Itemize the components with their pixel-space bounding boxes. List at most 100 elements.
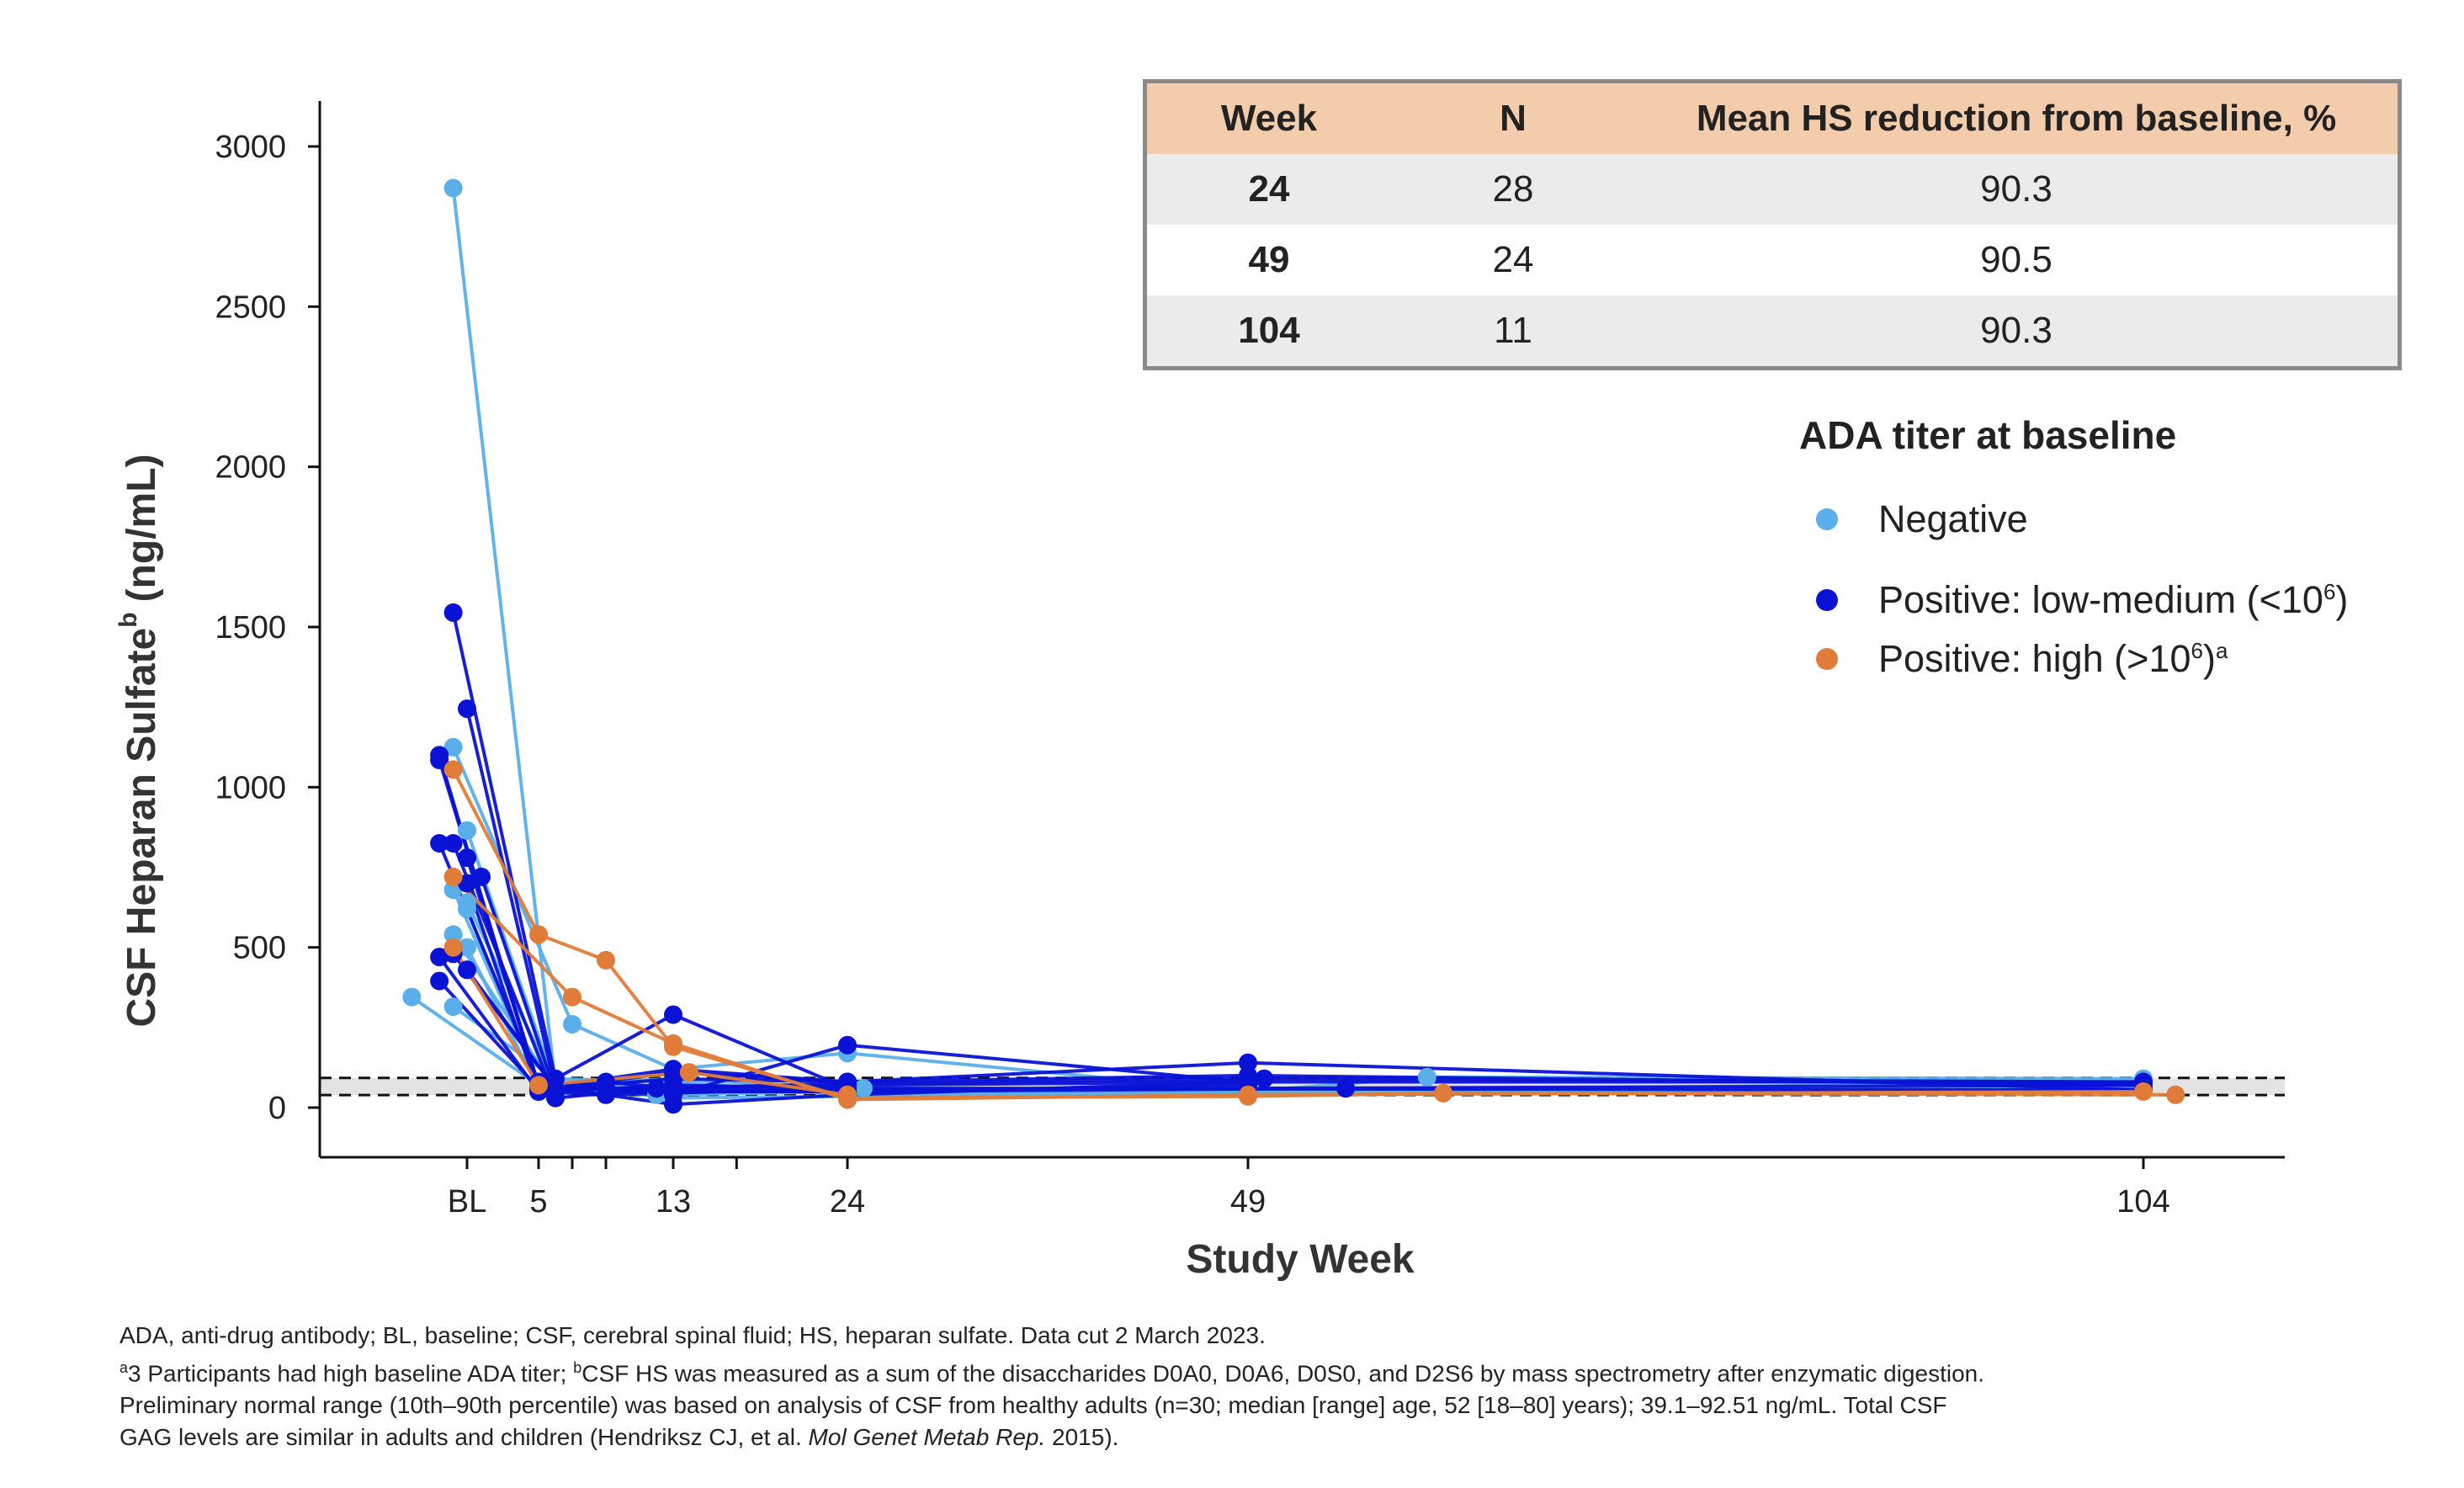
footnote-sup-b: b: [573, 1359, 582, 1376]
data-point: [1239, 1085, 1257, 1104]
data-point: [458, 699, 476, 719]
data-point: [563, 1015, 581, 1034]
participant-line: [465, 901, 2144, 1100]
data-point: [443, 737, 463, 757]
data-point: [458, 938, 476, 957]
data-point: [443, 178, 463, 198]
footnote-line-2b: CSF HS was measured as a sum of the disa…: [581, 1360, 1984, 1387]
y-tick-label: 2000: [215, 450, 286, 486]
y-tick-label: 500: [233, 931, 286, 966]
participant-line: [438, 754, 2144, 1091]
data-point: [838, 1035, 857, 1055]
legend-label-negative: Negative: [1878, 497, 2028, 540]
legend-label-high-sup2: a: [2215, 638, 2228, 663]
legend-item-low-medium: Positive: low-medium (<106): [1799, 545, 2348, 655]
data-point: [546, 1079, 565, 1098]
hs-reduction-table: Week N Mean HS reduction from baseline, …: [1143, 79, 2402, 370]
participant-line: [465, 830, 2144, 1095]
data-point: [430, 971, 449, 991]
data-point: [458, 821, 476, 840]
data-point: [443, 997, 463, 1017]
data-point: [430, 948, 449, 967]
footnote-line-2: a3 Participants had high baseline ADA ti…: [119, 1352, 2392, 1390]
footnotes: ADA, anti-drug antibody; BL, baseline; C…: [119, 1320, 2392, 1453]
data-point: [664, 1082, 682, 1101]
footnote-line-4b: 2015).: [1045, 1424, 1119, 1451]
data-point: [443, 867, 463, 886]
data-point: [838, 1085, 857, 1104]
data-point: [854, 1079, 873, 1098]
x-tick-label: BL: [448, 1184, 486, 1220]
table-cell-n: 28: [1492, 168, 1534, 210]
data-point: [402, 987, 422, 1007]
data-point: [443, 938, 463, 957]
footnote-line-4: GAG levels are similar in adults and chi…: [119, 1422, 2392, 1453]
data-point: [1239, 1072, 1257, 1092]
data-point: [458, 893, 476, 912]
footnote-journal: Mol Genet Metab Rep.: [808, 1424, 1046, 1451]
legend-label-high: Positive: high (>106)a: [1878, 637, 2228, 681]
table-header-n: N: [1500, 98, 1527, 139]
data-point: [1239, 1053, 1257, 1072]
data-point: [664, 1034, 682, 1053]
x-tick-label: 24: [830, 1184, 865, 1220]
series-points: [402, 178, 2185, 1114]
legend-label-high-text: Positive: high (>10: [1878, 637, 2191, 680]
x-tick-label: 49: [1230, 1184, 1266, 1220]
data-point: [1336, 1079, 1356, 1098]
data-point: [647, 1079, 666, 1098]
participant-line: [480, 876, 2144, 1093]
table-cell-reduction: 90.3: [1980, 168, 2052, 210]
participant-line: [451, 612, 2144, 1091]
x-axis-ticks: BL 5 13 24 49 104: [448, 1157, 2170, 1220]
data-point: [664, 1095, 682, 1114]
y-tick-label: 2500: [215, 290, 286, 325]
y-axis-title-sup: b: [114, 612, 142, 627]
data-point: [597, 950, 615, 970]
footnote-line-1: ADA, anti-drug antibody; BL, baseline; C…: [119, 1322, 1266, 1348]
data-point: [529, 1076, 548, 1095]
table-cell-n: 11: [1494, 310, 1532, 351]
data-point: [443, 603, 463, 622]
legend: ADA titer at baseline Negative Positive:…: [1799, 412, 2348, 680]
y-tick-label: 3000: [215, 130, 286, 165]
data-point: [1255, 1069, 1274, 1088]
data-point: [529, 925, 548, 944]
data-point: [2134, 1082, 2153, 1101]
x-tick-label: 5: [529, 1184, 547, 1220]
participant-line: [451, 768, 2176, 1100]
table-cell-n: 24: [1492, 239, 1534, 280]
data-point: [458, 960, 476, 980]
data-point: [597, 1079, 615, 1098]
data-point: [664, 1069, 682, 1088]
table-header-reduction: Mean HS reduction from baseline, %: [1696, 98, 2337, 139]
participant-line: [451, 842, 2144, 1100]
legend-label-low-medium: Positive: low-medium (<106): [1878, 578, 2348, 622]
x-tick-label: 104: [2116, 1184, 2169, 1220]
data-point: [430, 834, 449, 853]
data-point: [664, 1005, 682, 1024]
footnote-line-4a: GAG levels are similar in adults and chi…: [119, 1424, 809, 1451]
data-point: [430, 751, 449, 769]
axes: [318, 101, 2285, 1159]
data-point: [443, 880, 463, 900]
participant-line: [438, 842, 2143, 1097]
data-point: [563, 987, 581, 1007]
data-point: [443, 834, 463, 853]
legend-label-high-sup: 6: [2191, 638, 2203, 663]
legend-label-low-medium-sup: 6: [2323, 579, 2336, 604]
legend-marker-high: [1816, 648, 1838, 670]
data-point: [1434, 1083, 1453, 1103]
y-axis-title-unit: (ng/mL): [119, 454, 164, 602]
y-axis-title-main: CSF Heparan Sulfate: [119, 628, 164, 1028]
table-cell-week: 104: [1238, 310, 1300, 351]
data-point: [472, 867, 491, 886]
data-point: [2166, 1085, 2185, 1104]
footnote-sup-a: a: [119, 1359, 129, 1376]
data-point: [1417, 1067, 1436, 1087]
data-point: [443, 925, 463, 944]
legend-label-low-medium-suffix: ): [2335, 578, 2349, 621]
table-header-row: Week N Mean HS reduction from baseline, …: [1147, 83, 2398, 154]
x-tick-label: 13: [656, 1184, 691, 1220]
legend-item-negative: Negative: [1799, 493, 2348, 545]
